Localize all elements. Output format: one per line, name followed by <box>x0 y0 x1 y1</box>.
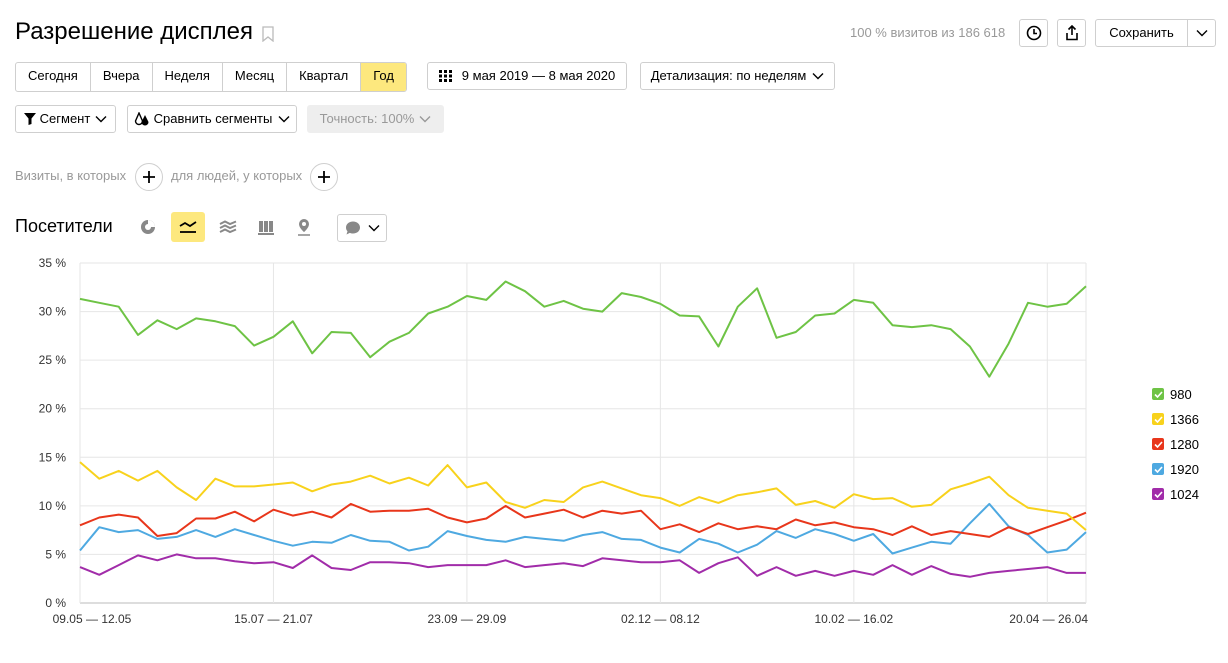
save-dropdown-toggle[interactable] <box>1188 29 1215 37</box>
legend-label: 1280 <box>1170 436 1199 452</box>
y-tick-label: 10 % <box>39 499 67 513</box>
date-range-label: 9 мая 2019 — 8 мая 2020 <box>461 68 616 83</box>
date-range-button[interactable]: 9 мая 2019 — 8 мая 2020 <box>427 62 627 90</box>
legend-item-980[interactable]: 980 <box>1152 386 1192 402</box>
accuracy-dropdown[interactable]: Точность: 100% <box>307 105 444 133</box>
save-button-label[interactable]: Сохранить <box>1096 20 1188 46</box>
period-yesterday[interactable]: Вчера <box>91 63 153 91</box>
legend-label: 1920 <box>1170 461 1199 477</box>
y-tick-label: 30 % <box>39 305 67 319</box>
chevron-down-icon <box>368 225 379 232</box>
comments-dropdown[interactable] <box>337 214 387 242</box>
legend-item-1024[interactable]: 1024 <box>1152 486 1199 502</box>
bookmark-icon[interactable] <box>262 26 274 42</box>
save-button[interactable]: Сохранить <box>1095 19 1216 47</box>
chevron-down-icon <box>278 116 290 123</box>
y-tick-label: 25 % <box>39 353 67 367</box>
legend-checkbox[interactable] <box>1152 438 1164 450</box>
legend-label: 1366 <box>1170 411 1199 427</box>
map-pin-icon <box>298 219 310 236</box>
series-line-1024 <box>79 553 1086 578</box>
filter-icon <box>23 113 36 125</box>
segment-button[interactable]: Сегмент <box>15 105 116 133</box>
y-tick-label: 15 % <box>39 450 67 464</box>
chart-section-title: Посетители <box>15 216 113 236</box>
detail-dropdown[interactable]: Детализация: по неделям <box>640 62 835 90</box>
legend-checkbox[interactable] <box>1152 488 1164 500</box>
series-line-1920 <box>79 502 1087 555</box>
period-today[interactable]: Сегодня <box>16 63 91 91</box>
series-line-980 <box>79 280 1087 378</box>
legend-label: 1024 <box>1170 486 1199 502</box>
x-tick-label: 02.12 — 08.12 <box>621 612 700 626</box>
legend-checkbox[interactable] <box>1152 463 1164 475</box>
legend-item-1280[interactable]: 1280 <box>1152 436 1199 452</box>
chart-type-line[interactable] <box>171 212 205 242</box>
compare-segments-label: Сравнить сегменты <box>153 111 273 126</box>
plus-icon <box>318 171 330 183</box>
chevron-down-icon <box>1196 30 1207 37</box>
chevron-down-icon <box>419 116 431 123</box>
add-visits-condition-button[interactable] <box>135 163 163 191</box>
period-month[interactable]: Месяц <box>223 63 288 91</box>
period-selector: Сегодня Вчера Неделя Месяц Квартал Год <box>15 62 407 92</box>
period-quarter[interactable]: Квартал <box>287 63 362 91</box>
segment-label: Сегмент <box>39 111 91 126</box>
compare-segments-icon <box>134 112 149 126</box>
history-button[interactable] <box>1019 19 1048 47</box>
series-line-1280 <box>79 502 1087 538</box>
x-tick-label: 09.05 — 12.05 <box>53 612 132 626</box>
accuracy-label: Точность: 100% <box>319 111 415 126</box>
pie-chart-icon <box>141 220 155 234</box>
chart-type-map[interactable] <box>287 212 321 242</box>
chart-type-pie[interactable] <box>131 212 165 242</box>
period-year[interactable]: Год <box>361 63 406 91</box>
bar-chart-icon <box>258 221 274 235</box>
add-people-condition-button[interactable] <box>310 163 338 191</box>
detail-label: Детализация: по неделям <box>650 68 807 83</box>
legend-checkbox[interactable] <box>1152 388 1164 400</box>
clock-icon <box>1026 25 1041 41</box>
series-line-1366 <box>79 461 1087 531</box>
compare-segments-button[interactable]: Сравнить сегменты <box>127 105 297 133</box>
y-tick-label: 20 % <box>39 402 67 416</box>
x-tick-label: 20.04 — 26.04 <box>1009 612 1088 626</box>
calendar-icon <box>438 70 452 82</box>
chart-type-area[interactable] <box>211 212 245 242</box>
legend-label: 980 <box>1170 386 1192 402</box>
legend-item-1920[interactable]: 1920 <box>1152 461 1199 477</box>
y-tick-label: 0 % <box>45 596 66 610</box>
chevron-down-icon <box>95 116 107 123</box>
x-tick-label: 15.07 — 21.07 <box>234 612 313 626</box>
area-chart-icon <box>219 220 237 234</box>
y-tick-label: 5 % <box>45 547 66 561</box>
period-week[interactable]: Неделя <box>153 63 223 91</box>
share-icon <box>1065 25 1078 41</box>
page-title: Разрешение дисплея <box>15 18 254 45</box>
visits-summary: 100 % визитов из 186 618 <box>850 25 1006 40</box>
x-tick-label: 23.09 — 29.09 <box>428 612 507 626</box>
chevron-down-icon <box>812 73 824 80</box>
line-chart-icon <box>179 221 197 233</box>
people-filter-label: для людей, у которых <box>171 168 303 183</box>
visitors-line-chart: 0 % 5 % 10 % 15 % 20 % 25 % 30 % 35 % 09.05 — 1… <box>39 256 1089 626</box>
export-button[interactable] <box>1057 19 1086 47</box>
plus-icon <box>143 171 155 183</box>
comment-icon <box>345 221 360 235</box>
y-tick-label: 35 % <box>39 256 67 270</box>
x-tick-label: 10.02 — 16.02 <box>814 612 893 626</box>
visits-filter-label: Визиты, в которых <box>15 168 127 183</box>
legend-checkbox[interactable] <box>1152 413 1164 425</box>
legend-item-1366[interactable]: 1366 <box>1152 411 1199 427</box>
chart-type-bar[interactable] <box>249 212 283 242</box>
